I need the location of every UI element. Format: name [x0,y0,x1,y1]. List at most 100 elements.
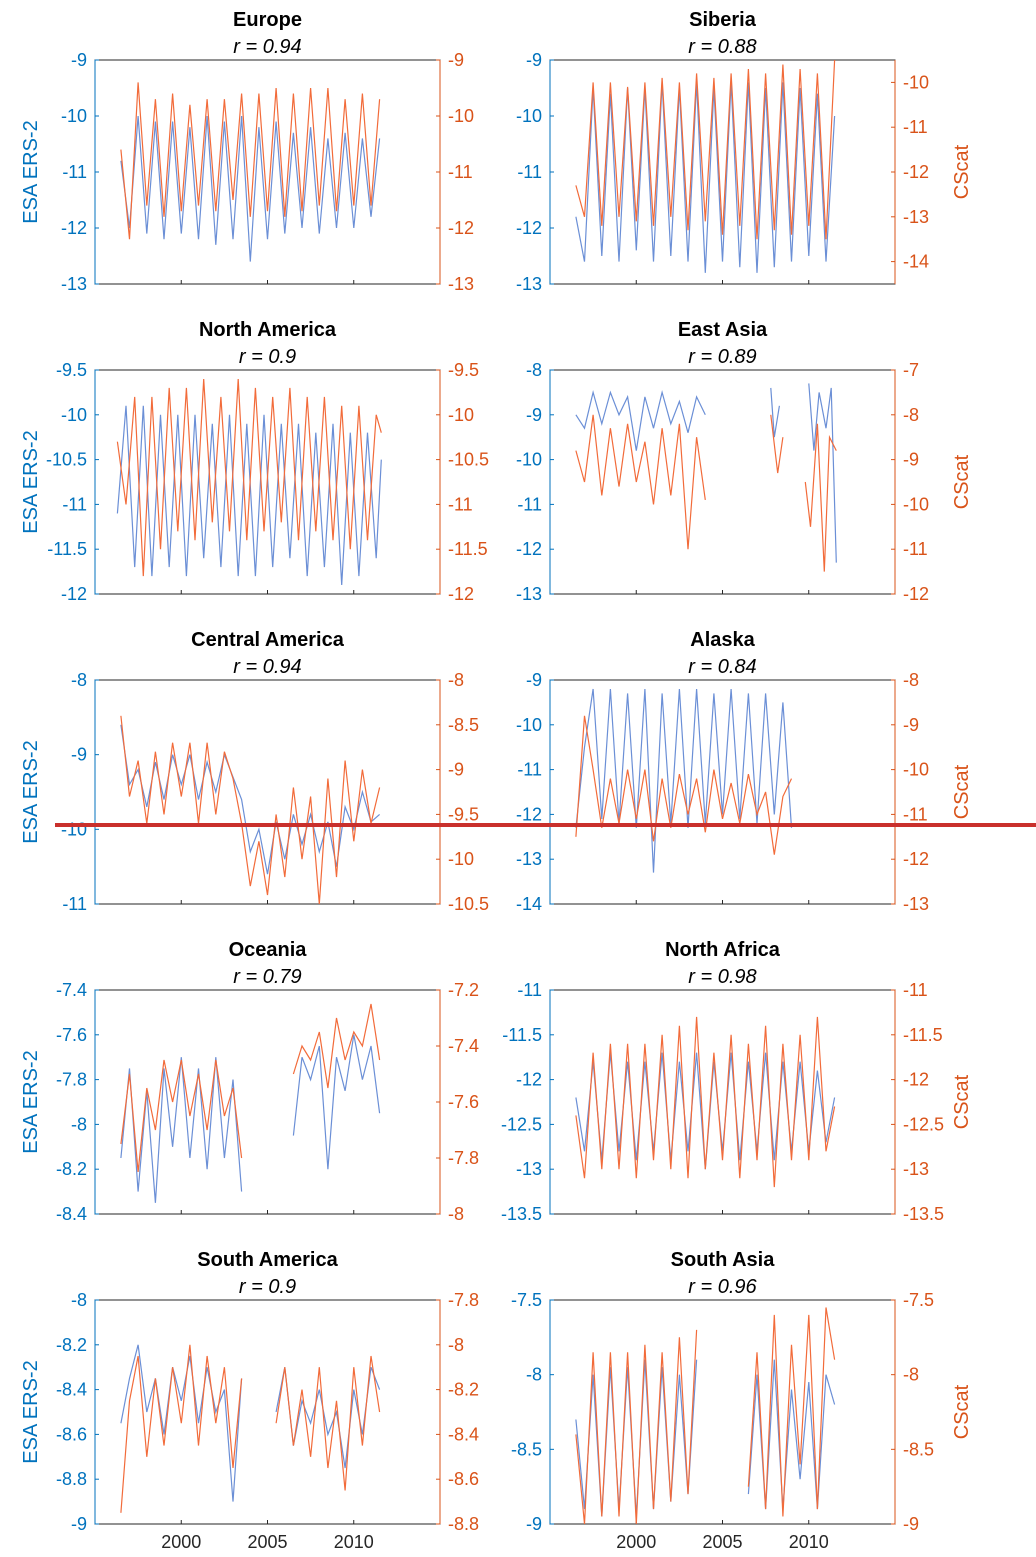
left-tick-label: -10 [516,106,542,126]
right-tick-label: -11 [448,162,473,182]
panel-correlation: r = 0.9 [239,346,296,368]
cscat-series-line [120,1003,381,1173]
panel-title: South Asia [671,1249,776,1271]
panel-0: Europe r = 0.94 -9 -10 -11 -12 -13 -9 -10 -11 -12 -… [20,9,474,294]
left-tick-label: -12 [61,218,87,238]
right-tick-label: -9.5 [448,804,479,824]
left-tick-label: -8 [526,1365,542,1385]
left-tick-label: -8.6 [56,1424,87,1444]
panel-4: Central America r = 0.94 -8 -9 -10 -11 -8 -8.5 -… [20,629,489,914]
right-tick-label: -13.5 [903,1204,944,1224]
left-tick-label: -13 [516,274,542,294]
left-tick-label: -7.5 [511,1290,542,1310]
right-tick-label: -12 [903,162,929,182]
cscat-series-line [120,82,381,240]
right-axis-label: CScat [951,1074,973,1129]
left-tick-label: -10 [516,715,542,735]
right-tick-label: -8 [448,1335,464,1355]
left-tick-label: -11 [62,894,87,914]
left-tick-label: -13 [516,849,542,869]
right-tick-label: -8 [903,405,919,425]
right-tick-label: -9.5 [448,360,479,380]
x-tick-label: 2000 [161,1532,201,1552]
panel-2: North America r = 0.9 -9.5 -10 -10.5 -11 -11.5… [20,319,489,604]
left-tick-label: -8 [71,670,87,690]
axes-frame [94,679,441,905]
left-tick-label: -11 [517,980,542,1000]
right-tick-label: -10 [903,494,929,514]
left-tick-label: -10 [61,819,87,839]
right-tick-label: -12 [903,1070,929,1090]
left-tick-label: -11 [62,494,87,514]
panel-correlation: r = 0.94 [233,656,301,678]
right-axis-label: CScat [951,764,973,819]
left-axis-label: ESA ERS-2 [20,1050,42,1153]
right-tick-label: -8 [448,670,464,690]
panel-title: Europe [233,9,302,31]
panel-8: South America r = 0.9 -8 -8.2 -8.4 -8.6 -8.8 -9… [20,1249,479,1552]
axes-frame [94,989,441,1215]
right-tick-label: -12 [448,584,474,604]
panel-correlation: r = 0.89 [688,346,756,368]
x-tick-label: 2010 [334,1532,374,1552]
axes-frame [549,1299,896,1525]
right-tick-label: -7.8 [448,1148,479,1168]
axes-frame [549,679,896,905]
right-tick-label: -10 [448,106,474,126]
left-tick-label: -14 [516,894,542,914]
right-tick-label: -10 [903,760,929,780]
right-tick-label: -12 [903,584,929,604]
cscat-series-line [116,378,382,577]
left-tick-label: -10 [61,106,87,126]
right-tick-label: -7.5 [903,1290,934,1310]
left-tick-label: -9 [71,1514,87,1534]
panel-title: East Asia [678,319,768,341]
right-tick-label: -9 [448,760,464,780]
right-tick-label: -11 [903,117,928,137]
right-axis-label: CScat [951,1384,973,1439]
left-axis-label: ESA ERS-2 [20,740,42,843]
panel-title: North Africa [665,939,781,961]
right-tick-label: -9 [903,715,919,735]
panel-title: Alaska [690,629,755,651]
left-tick-label: -10.5 [46,450,87,470]
panel-title: Oceania [229,939,308,961]
right-tick-label: -13 [903,1159,929,1179]
left-tick-label: -12 [516,539,542,559]
left-tick-label: -11.5 [47,539,87,559]
cscat-series-line [120,715,381,905]
right-tick-label: -11 [903,980,928,1000]
esa-series-line [575,383,837,563]
left-tick-label: -8 [71,1290,87,1310]
esa-series-line [120,1344,381,1502]
panel-correlation: r = 0.79 [233,966,301,988]
panel-1: Siberia r = 0.88 -9 -10 -11 -12 -13 -10 -11 -12 -1… [516,9,973,294]
right-tick-label: -10.5 [448,894,489,914]
right-tick-label: -12.5 [903,1114,944,1134]
left-tick-label: -8.4 [56,1380,87,1400]
left-tick-label: -9 [526,1514,542,1534]
left-tick-label: -11.5 [502,1025,542,1045]
panel-9: South Asia r = 0.96 -7.5 -8 -8.5 -9 -7.5 -8 -8.5… [511,1249,973,1552]
right-tick-label: -8.8 [448,1514,479,1534]
panel-3: East Asia r = 0.89 -8 -9 -10 -11 -12 -13 -7 -8 -9 -… [516,319,973,604]
right-tick-label: -8.2 [448,1380,479,1400]
cscat-series-line [575,414,837,572]
left-tick-label: -11 [62,162,87,182]
left-tick-label: -9.5 [56,360,87,380]
panel-correlation: r = 0.98 [688,966,756,988]
left-tick-label: -12 [61,584,87,604]
esa-series-line [120,724,380,875]
esa-series-line [120,115,381,262]
left-tick-label: -9 [71,50,87,70]
left-tick-label: -11 [517,760,542,780]
panel-title: North America [199,319,337,341]
left-tick-label: -12.5 [501,1114,542,1134]
right-tick-label: -8.4 [448,1424,479,1444]
axes-frame [549,369,896,595]
left-tick-label: -8.4 [56,1204,87,1224]
left-tick-label: -7.4 [56,980,87,1000]
right-tick-label: -10 [448,849,474,869]
esa-series-line [120,1034,381,1203]
right-tick-label: -9 [903,450,919,470]
